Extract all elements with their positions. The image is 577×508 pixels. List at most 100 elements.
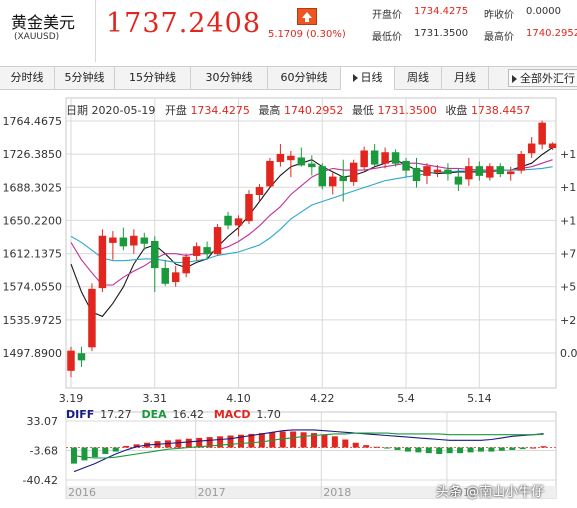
candle-body — [151, 241, 159, 269]
candle-body — [381, 152, 389, 164]
low-price-value: 1731.3500 — [414, 28, 469, 39]
macd-bar — [477, 447, 484, 452]
macd-y-tick-label: 33.07 — [27, 415, 59, 428]
macd-bar — [352, 442, 359, 448]
macd-bar — [217, 436, 224, 448]
y-right-tick-label: +10 — [560, 214, 577, 227]
candle-info-bar: 日期 2020-05-19 开盘 1734.4275 最高 1740.2952 … — [66, 102, 535, 118]
tab-monthly[interactable]: 月线 — [442, 67, 489, 89]
macd-bar — [91, 447, 98, 458]
candle-body — [402, 160, 410, 171]
y-right-tick-label: +7. — [560, 248, 577, 261]
x-tick-label: 5.14 — [467, 392, 492, 405]
y-tick-label: 1574.0550 — [3, 281, 63, 294]
macd-bar — [248, 433, 255, 448]
diff-line — [73, 429, 544, 473]
candle-body — [161, 267, 169, 284]
chart-area: 1764.4675 1726.3850 1688.3025 1650.2200 1612… — [3, 97, 577, 499]
tab-30min[interactable]: 30分钟线 — [191, 67, 268, 89]
macd-bar — [196, 437, 203, 448]
dea-line — [73, 432, 544, 459]
y-right-tick-label: +5. — [560, 281, 577, 294]
candle-body — [349, 162, 358, 182]
tab-weekly[interactable]: 周线 — [395, 67, 442, 89]
y-tick-label: 1688.3025 — [3, 181, 63, 194]
candle-body — [444, 169, 452, 175]
candle-body — [276, 153, 285, 162]
x-tick-label: 4.10 — [226, 392, 251, 405]
macd-bar — [258, 433, 265, 448]
macd-bar — [394, 447, 401, 450]
candle-body — [486, 166, 494, 178]
all-forex-button[interactable]: 全部外汇行 — [508, 69, 577, 87]
macd-bar — [311, 433, 317, 448]
macd-bar — [457, 447, 464, 454]
info-open-label: 开盘 — [164, 104, 187, 117]
info-close: 1738.4457 — [470, 104, 531, 117]
candle-body — [98, 235, 107, 289]
macd-y-tick-label: -40.42 — [23, 474, 58, 487]
candle-body — [140, 237, 149, 244]
y-tick-label: 1497.8900 — [3, 347, 63, 360]
candle-body — [370, 150, 379, 165]
year-label: 2016 — [68, 486, 96, 499]
candle-body — [171, 272, 180, 283]
instrument-code: (XAUUSD) — [14, 32, 60, 42]
macd-bar — [384, 447, 391, 449]
candle-body — [266, 160, 274, 187]
open-price-value: 1734.4275 — [414, 6, 469, 17]
active-tab-pointer-icon — [352, 74, 358, 82]
x-tick-label: 4.22 — [310, 392, 335, 405]
candle-body — [130, 235, 138, 246]
candle-body — [318, 166, 327, 187]
candle-body — [255, 187, 264, 196]
tab-timeshare[interactable]: 分时线 — [0, 67, 55, 89]
macd-bar — [279, 431, 286, 448]
candle-body — [454, 176, 463, 185]
price-change: 5.1709 (0.30%) — [268, 29, 346, 40]
tab-5min[interactable]: 5分钟线 — [55, 67, 115, 89]
macd-bar — [436, 447, 443, 454]
open-price-label: 开盘价 — [372, 10, 402, 21]
prev-close-label: 昨收价 — [484, 10, 514, 21]
kline-frame — [65, 97, 557, 389]
y-right-tick-label: +15 — [560, 148, 577, 161]
candle-body — [287, 155, 295, 161]
candle-body — [109, 237, 117, 243]
watermark: 头条 @南山小牛仔 — [436, 485, 545, 500]
candle-body — [182, 256, 190, 274]
candle-body — [465, 166, 473, 180]
candle-body — [360, 150, 368, 168]
y-tick-label: 1650.2200 — [3, 214, 63, 227]
y-tick-label: 1726.3850 — [3, 148, 63, 161]
macd-bar — [342, 439, 349, 448]
macd-bar — [415, 447, 422, 453]
candle-body — [77, 353, 86, 361]
quote-header: 黄金美元 (XAUUSD) 1737.2408 5.1709 (0.30%) 开… — [0, 0, 577, 62]
y-right-tick-label: 0.0 — [560, 347, 577, 360]
macd-bar — [467, 447, 474, 453]
candle-body — [527, 143, 536, 154]
tab-60min[interactable]: 60分钟线 — [268, 67, 341, 89]
macd-panel: 33.07 -3.68 -40.42 2016 2017 2018 2019 — [23, 411, 557, 499]
macd-bar — [81, 447, 88, 461]
y-tick-label: 1612.1375 — [3, 248, 63, 261]
diff-label: DIFF — [66, 408, 95, 421]
tab-daily[interactable]: 日线 — [341, 67, 395, 90]
info-low-label: 最低 — [351, 104, 374, 117]
macd-bar — [112, 447, 119, 452]
tab-15min[interactable]: 15分钟线 — [115, 67, 191, 89]
macd-bar — [185, 438, 192, 448]
x-tick-label: 5.4 — [397, 392, 415, 405]
candle-body — [88, 288, 96, 348]
high-price-label: 最高价 — [484, 32, 514, 43]
info-open: 1734.4275 — [190, 104, 250, 117]
x-tick-label: 3.19 — [59, 392, 84, 405]
macd-bar — [404, 447, 411, 452]
diff-value: 17.27 — [100, 408, 132, 421]
candle-body — [339, 176, 347, 182]
candle-body — [423, 166, 431, 176]
candle-body — [496, 166, 505, 175]
prev-close-value: 0.0000 — [526, 6, 561, 17]
y-tick-label: 1535.9725 — [3, 314, 63, 327]
